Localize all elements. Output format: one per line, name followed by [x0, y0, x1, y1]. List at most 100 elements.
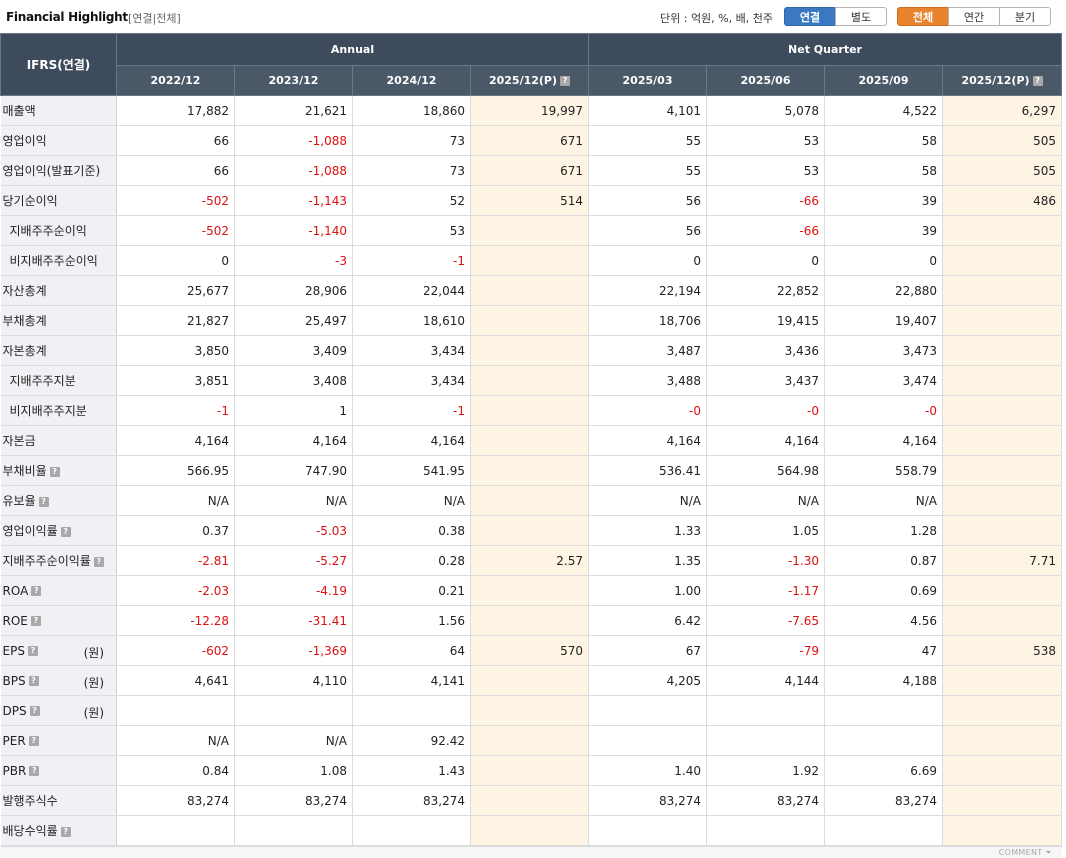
table-cell: 3,409: [234, 335, 353, 366]
row-label: 배당수익률?: [0, 815, 117, 846]
table-cell: 25,677: [116, 275, 235, 306]
table-cell: 6,297: [942, 95, 1063, 126]
table-row: 영업이익(발표기준) 66 -1,088 73 671 55 53 58 505: [0, 155, 1063, 186]
help-icon[interactable]: ?: [28, 676, 39, 686]
table-cell: 4,110: [234, 665, 353, 696]
help-icon[interactable]: ?: [49, 466, 60, 477]
table-cell: [470, 365, 590, 396]
column-header-label: 2024/12: [386, 74, 437, 87]
row-unit: (원): [83, 646, 104, 660]
table-cell: 4,164: [706, 425, 826, 456]
table-cell: 21,827: [116, 305, 235, 336]
table-row: ROE? -12.28 -31.41 1.56 6.42 -7.65 4.56: [0, 605, 1063, 636]
table-cell: 25,497: [234, 305, 353, 336]
row-label-text: 부채비율: [2, 464, 47, 478]
table-cell: [470, 605, 590, 636]
table-cell: 56: [588, 185, 708, 216]
table-cell: -0: [706, 395, 826, 426]
table-cell: 21,621: [234, 95, 353, 126]
column-header: 2025/03: [588, 65, 708, 96]
help-icon[interactable]: ?: [29, 706, 40, 716]
row-label: 자산총계: [0, 275, 117, 306]
help-icon[interactable]: ?: [560, 76, 571, 86]
table-cell: [942, 335, 1063, 366]
table-cell: 1.33: [588, 515, 708, 546]
table-cell: -602: [116, 635, 235, 666]
table-cell: [116, 815, 235, 846]
table-cell: [942, 725, 1063, 756]
table-cell: 1.35: [588, 545, 708, 576]
help-icon[interactable]: ?: [29, 766, 40, 776]
help-icon[interactable]: ?: [30, 616, 41, 626]
all-period-button[interactable]: 전체: [897, 7, 949, 26]
table-cell: 53: [706, 125, 826, 156]
table-cell: [470, 215, 590, 246]
help-icon[interactable]: ?: [27, 646, 38, 656]
table-cell: 1.92: [706, 755, 826, 786]
table-cell: 6.69: [824, 755, 944, 786]
column-header-label: 2025/12(P): [488, 74, 558, 87]
table-cell: 92.42: [352, 725, 471, 756]
table-cell: 6.42: [588, 605, 708, 636]
row-label-text: 지배주주순이익: [9, 224, 87, 238]
table-row: DPS? (원): [0, 695, 1063, 726]
row-label: 부채총계: [0, 305, 117, 336]
help-icon[interactable]: ?: [93, 556, 104, 567]
table-cell: [470, 455, 590, 486]
consolidated-button[interactable]: 연결: [784, 7, 836, 26]
help-icon[interactable]: ?: [1032, 76, 1043, 86]
table-row: 자본금 4,164 4,164 4,164 4,164 4,164 4,164: [0, 425, 1063, 456]
table-cell: 3,473: [824, 335, 944, 366]
table-cell: N/A: [824, 485, 944, 516]
table-cell: 0.28: [352, 545, 471, 576]
help-icon[interactable]: ?: [31, 586, 42, 596]
table-cell: [470, 695, 590, 726]
table-cell: [234, 815, 353, 846]
table-cell: 73: [352, 125, 471, 156]
group-header-annual: Annual: [115, 33, 590, 66]
table-cell: 486: [942, 185, 1063, 216]
table-row: ROA? -2.03 -4.19 0.21 1.00 -1.17 0.69: [0, 575, 1063, 606]
row-label: ROE?: [0, 605, 117, 636]
table-cell: [942, 455, 1063, 486]
table-cell: -12.28: [116, 605, 235, 636]
table-cell: -66: [706, 215, 826, 246]
row-label: 영업이익(발표기준): [0, 155, 117, 186]
table-row: PER? N/A N/A 92.42: [0, 725, 1063, 756]
table-cell: [942, 365, 1063, 396]
help-icon[interactable]: ?: [38, 496, 49, 507]
table-cell: 3,487: [588, 335, 708, 366]
highlight-header: Financial Highlight [연결|전체] 단위 : 억원, %, …: [0, 0, 1062, 33]
annual-button[interactable]: 연간: [948, 7, 1000, 26]
table-cell: [942, 695, 1063, 726]
table-row: 발행주식수 83,274 83,274 83,274 83,274 83,274 83,27…: [0, 785, 1063, 816]
financial-highlight-table: IFRS(연결) Annual Net Quarter 2022/12 2023/…: [0, 33, 1063, 846]
row-label-text: 발행주식수: [2, 794, 58, 808]
table-cell: 3,434: [352, 365, 471, 396]
quarter-button[interactable]: 분기: [999, 7, 1051, 26]
table-cell: 18,860: [352, 95, 471, 126]
table-cell: 0.21: [352, 575, 471, 606]
comment-toggle[interactable]: COMMENT ⏷: [998, 848, 1052, 857]
table-cell: -1.30: [706, 545, 826, 576]
table-cell: [942, 605, 1063, 636]
table-cell: [706, 695, 826, 726]
row-label-text: DPS: [2, 703, 27, 718]
row-label: 비지배주주지분: [0, 395, 117, 426]
row-label: 지배주주지분: [0, 365, 117, 396]
help-icon[interactable]: ?: [60, 526, 71, 537]
row-label-text: 배당수익률: [2, 824, 58, 838]
table-cell: N/A: [234, 725, 353, 756]
separate-button[interactable]: 별도: [835, 7, 887, 26]
table-cell: [470, 515, 590, 546]
table-cell: 39: [824, 185, 944, 216]
help-icon[interactable]: ?: [60, 826, 71, 837]
help-icon[interactable]: ?: [28, 736, 39, 746]
table-row: 자본총계 3,850 3,409 3,434 3,487 3,436 3,473: [0, 335, 1063, 366]
table-cell: -31.41: [234, 605, 353, 636]
column-header: 2025/09: [824, 65, 944, 96]
table-cell: 22,852: [706, 275, 826, 306]
section-title: Financial Highlight: [6, 10, 128, 24]
table-cell: 4,164: [824, 425, 944, 456]
column-header-label: 2025/06: [740, 74, 791, 87]
